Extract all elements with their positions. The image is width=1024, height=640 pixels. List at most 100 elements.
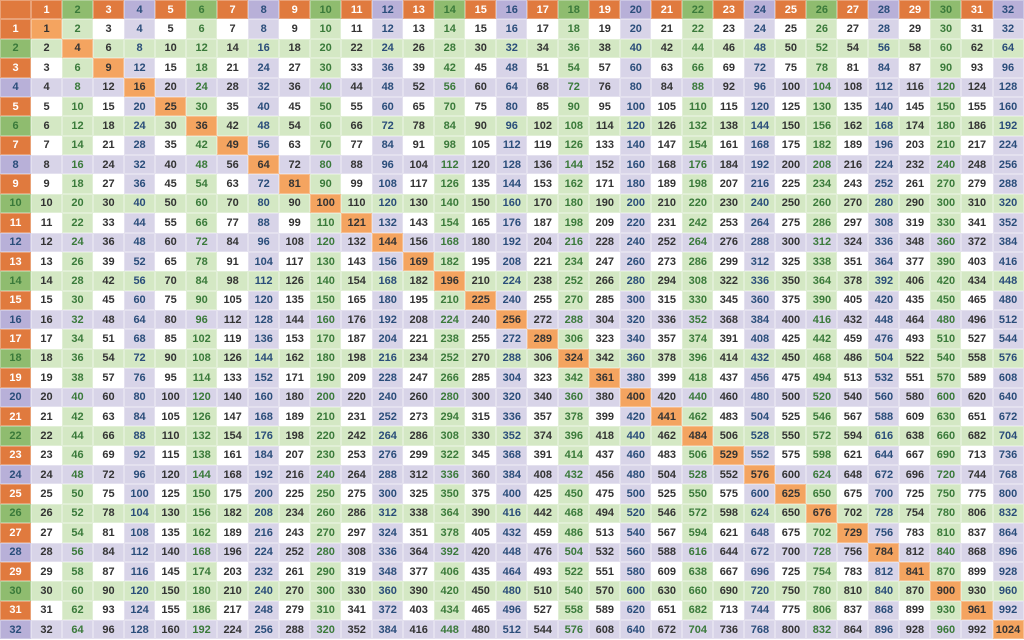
- row-header: 31: [0, 601, 31, 620]
- cell: 234: [279, 504, 310, 523]
- cell: 486: [837, 349, 868, 368]
- cell: 36: [372, 58, 403, 77]
- cell: 20: [62, 194, 93, 213]
- cell: 114: [589, 116, 620, 135]
- cell: 22: [341, 39, 372, 58]
- cell: 300: [930, 194, 961, 213]
- cell: 260: [310, 504, 341, 523]
- cell: 15: [155, 58, 186, 77]
- cell: 105: [155, 407, 186, 426]
- cell: 50: [775, 39, 806, 58]
- cell: 725: [775, 562, 806, 581]
- cell: 20: [124, 97, 155, 116]
- cell: 128: [124, 620, 155, 639]
- cell: 512: [496, 620, 527, 639]
- cell: 58: [899, 39, 930, 58]
- cell: 532: [589, 543, 620, 562]
- cell: 29: [31, 562, 62, 581]
- cell: 3: [31, 58, 62, 77]
- cell: 160: [496, 194, 527, 213]
- cell: 36: [93, 233, 124, 252]
- cell: 682: [961, 426, 992, 445]
- cell: 483: [651, 446, 682, 465]
- col-header: 2: [62, 0, 93, 19]
- cell: 96: [372, 155, 403, 174]
- cell: 456: [589, 465, 620, 484]
- cell: 60: [62, 581, 93, 600]
- cell: 468: [806, 349, 837, 368]
- cell: 341: [341, 601, 372, 620]
- row-header: 8: [0, 155, 31, 174]
- cell: 174: [186, 562, 217, 581]
- cell: 69: [713, 58, 744, 77]
- col-header: 3: [93, 0, 124, 19]
- cell: 493: [899, 329, 930, 348]
- cell: 546: [651, 504, 682, 523]
- cell: 72: [93, 465, 124, 484]
- row-header: 28: [0, 543, 31, 562]
- cell: 46: [62, 446, 93, 465]
- cell: 336: [434, 465, 465, 484]
- cell: 120: [124, 581, 155, 600]
- cell: 464: [899, 310, 930, 329]
- cell: 750: [930, 484, 961, 503]
- cell: 408: [744, 329, 775, 348]
- cell: 48: [248, 116, 279, 135]
- cell: 500: [620, 484, 651, 503]
- cell: 392: [434, 543, 465, 562]
- cell: 32: [993, 19, 1024, 38]
- cell: 28: [31, 543, 62, 562]
- col-header: 31: [961, 0, 992, 19]
- cell: 418: [589, 426, 620, 445]
- cell: 30: [465, 39, 496, 58]
- cell: 115: [713, 97, 744, 116]
- cell: 275: [341, 484, 372, 503]
- cell: 286: [403, 426, 434, 445]
- cell: 217: [961, 136, 992, 155]
- cell: 315: [651, 291, 682, 310]
- corner-cell: [0, 0, 31, 19]
- col-header: 5: [155, 0, 186, 19]
- cell: 120: [620, 116, 651, 135]
- cell: 252: [868, 174, 899, 193]
- cell: 651: [961, 407, 992, 426]
- cell: 357: [651, 329, 682, 348]
- cell: 154: [341, 271, 372, 290]
- cell: 360: [620, 349, 651, 368]
- cell: 437: [589, 446, 620, 465]
- cell: 621: [713, 523, 744, 542]
- cell: 225: [279, 484, 310, 503]
- cell: 899: [899, 601, 930, 620]
- cell: 560: [868, 388, 899, 407]
- cell: 320: [993, 194, 1024, 213]
- row-header: 16: [0, 310, 31, 329]
- cell: 441: [651, 407, 682, 426]
- cell: 30: [310, 58, 341, 77]
- cell: 136: [248, 329, 279, 348]
- cell: 294: [651, 271, 682, 290]
- cell: 216: [558, 233, 589, 252]
- row-header: 3: [0, 58, 31, 77]
- cell: 42: [62, 407, 93, 426]
- cell: 667: [713, 562, 744, 581]
- cell: 319: [899, 213, 930, 232]
- cell: 76: [589, 78, 620, 97]
- cell: 352: [993, 213, 1024, 232]
- col-header: 8: [248, 0, 279, 19]
- cell: 432: [837, 310, 868, 329]
- cell: 150: [186, 484, 217, 503]
- row-header: 10: [0, 194, 31, 213]
- cell: 16: [124, 78, 155, 97]
- cell: 135: [465, 174, 496, 193]
- cell: 126: [434, 174, 465, 193]
- cell: 64: [62, 620, 93, 639]
- cell: 187: [527, 213, 558, 232]
- cell: 45: [93, 291, 124, 310]
- cell: 133: [589, 136, 620, 155]
- cell: 348: [372, 562, 403, 581]
- cell: 135: [155, 523, 186, 542]
- cell: 248: [248, 601, 279, 620]
- cell: 5: [31, 97, 62, 116]
- cell: 162: [279, 349, 310, 368]
- cell: 464: [496, 562, 527, 581]
